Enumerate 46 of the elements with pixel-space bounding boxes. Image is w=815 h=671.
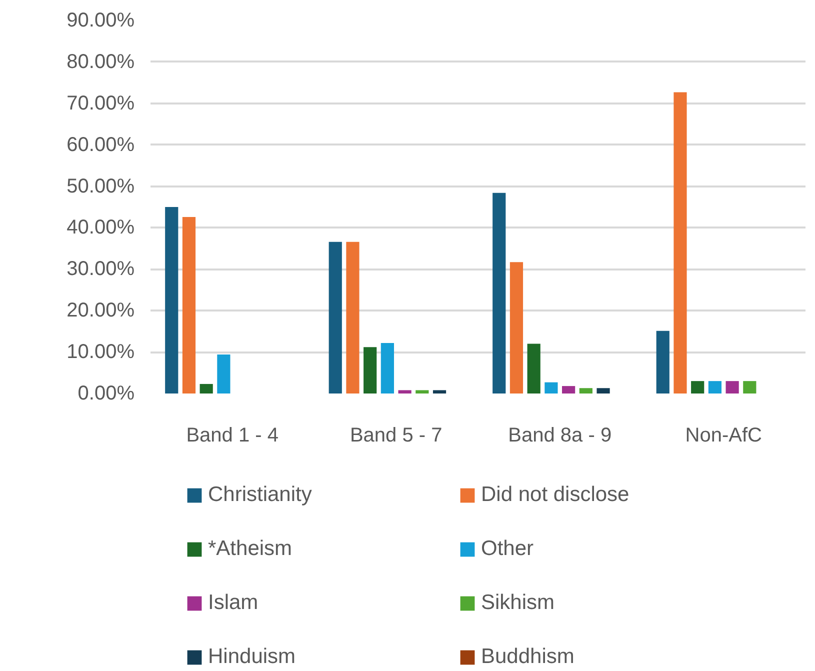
y-tick-label: 20.00%	[66, 300, 135, 322]
bar	[674, 92, 687, 394]
bar	[544, 382, 558, 394]
y-tick-label: 40.00%	[66, 216, 135, 239]
bar	[527, 344, 540, 394]
bar	[691, 381, 704, 394]
legend-label: Christianity	[208, 483, 313, 507]
bar	[398, 390, 412, 394]
legend-label: Buddhism	[481, 645, 576, 669]
bar	[492, 192, 506, 394]
bar	[165, 207, 178, 394]
y-tick-label: 30.00%	[66, 258, 135, 280]
legend-label: Did not disclose	[481, 483, 630, 507]
bar	[346, 242, 360, 394]
bar	[217, 354, 230, 394]
y-tick-label: 60.00%	[66, 134, 135, 156]
bar	[708, 381, 722, 394]
bar	[432, 390, 446, 394]
x-tick-label: Band 8a - 9	[508, 424, 612, 446]
y-tick-label: 0.00%	[78, 382, 135, 404]
y-tick-label: 70.00%	[66, 92, 135, 114]
bar	[743, 381, 756, 394]
y-tick-label: 50.00%	[66, 175, 135, 198]
legend-label: *Atheism	[208, 537, 294, 561]
bar	[364, 347, 377, 394]
bar	[656, 330, 670, 394]
bar	[328, 242, 342, 394]
bar	[596, 388, 610, 394]
legend-label: Sikhism	[481, 591, 556, 615]
bar	[726, 381, 739, 394]
y-tick-label: 10.00%	[66, 341, 135, 364]
x-tick-label: Band 1 - 4	[186, 424, 279, 446]
bar	[579, 388, 592, 394]
bar	[562, 386, 576, 394]
y-tick-label: 80.00%	[66, 50, 135, 73]
x-tick-label: Band 5 - 7	[350, 424, 442, 446]
legend-label: Hinduism	[208, 645, 297, 669]
y-tick-label: 90.00%	[66, 10, 135, 32]
legend-label: Islam	[208, 591, 260, 615]
bar	[182, 216, 196, 394]
x-tick-label: Non-AfC	[685, 424, 762, 446]
bar	[416, 390, 429, 394]
bar	[510, 262, 524, 394]
bar	[380, 342, 394, 394]
legend-label: Other	[481, 537, 535, 561]
bar	[200, 384, 213, 394]
